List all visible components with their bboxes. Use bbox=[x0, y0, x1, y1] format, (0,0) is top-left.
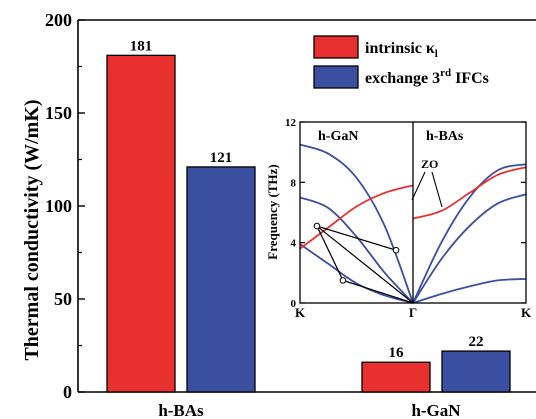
inset-y-tick-label: 8 bbox=[291, 177, 297, 189]
legend-label-exchange-text: exchange 3 bbox=[365, 70, 440, 87]
bas-branch-0 bbox=[412, 163, 527, 304]
gan-branch-0 bbox=[299, 143, 414, 304]
legend: intrinsic κl exchange 3rd IFCs bbox=[313, 35, 489, 89]
scatter-arrow-0 bbox=[316, 225, 414, 304]
gan-branch-2 bbox=[299, 243, 414, 304]
bas-branch-2 bbox=[412, 277, 527, 304]
bas-branch-3 bbox=[412, 166, 527, 220]
inset-y-tick-label: 0 bbox=[291, 298, 297, 310]
category-label-h-gan: h-GaN bbox=[411, 401, 461, 419]
scatter-point-0 bbox=[313, 222, 321, 230]
legend-swatch-intrinsic bbox=[313, 35, 359, 59]
inset-y-axis-label: Frequency (THz) bbox=[265, 164, 280, 259]
legend-label-exchange-suffix: IFCs bbox=[451, 70, 489, 87]
scatter-arrow-2 bbox=[316, 225, 344, 281]
inset-zo-label: ZO bbox=[421, 157, 438, 171]
gan-branch-3 bbox=[299, 184, 414, 250]
legend-label-intrinsic-text: intrinsic κ bbox=[365, 40, 435, 57]
inset-panel-label-gan: h-GaN bbox=[318, 129, 358, 144]
legend-label-intrinsic-subscript: l bbox=[435, 48, 438, 60]
y-tick-label: 150 bbox=[45, 103, 72, 123]
y-axis-label: Thermal conductivity (W/mK) bbox=[21, 99, 43, 360]
inset-branches bbox=[299, 143, 527, 304]
y-tick-label: 200 bbox=[45, 10, 72, 30]
inset-y-tick-label: 12 bbox=[285, 117, 297, 129]
category-labels: h-BAs h-GaN bbox=[158, 401, 461, 419]
scatter-arrow-1 bbox=[342, 279, 414, 304]
bar-value-label: 22 bbox=[469, 334, 484, 350]
scatter-arrow-3 bbox=[316, 225, 397, 251]
legend-swatch-exchange bbox=[313, 65, 359, 89]
inset-dispersion: 0 4 8 12 K Γ K h-GaN h-BAs ZO Frequency (THz) bbox=[265, 117, 532, 320]
scatter-point-2 bbox=[392, 246, 400, 254]
inset-zo-arrow-1 bbox=[411, 171, 426, 201]
y-tick-label: 0 bbox=[63, 382, 72, 402]
bar-value-label: 181 bbox=[130, 38, 153, 54]
inset-zo-arrow-2 bbox=[431, 171, 443, 208]
bas-branch-1 bbox=[412, 193, 527, 304]
y-tick-label: 100 bbox=[45, 196, 72, 216]
inset-panel-label-bas: h-BAs bbox=[426, 129, 464, 144]
bars-group: 181 121 16 22 bbox=[106, 38, 511, 393]
bar-h-gan-exchange bbox=[441, 350, 511, 393]
legend-label-exchange: exchange 3rd IFCs bbox=[365, 67, 489, 87]
inset-y-tick-label: 4 bbox=[291, 238, 297, 250]
inset-scattering-points bbox=[313, 222, 414, 304]
gan-branch-1 bbox=[299, 196, 414, 304]
bar-h-gan-intrinsic bbox=[361, 361, 431, 393]
bar-h-bas-exchange bbox=[186, 166, 256, 393]
inset-x-tick-label: K bbox=[521, 305, 532, 320]
inset-axis-ticks: 0 4 8 12 K Γ K bbox=[285, 117, 532, 320]
inset-x-tick-label: Γ bbox=[409, 305, 417, 320]
y-tick-label: 50 bbox=[54, 289, 72, 309]
inset-x-tick-label: K bbox=[295, 305, 306, 320]
bar-value-label: 16 bbox=[389, 345, 405, 361]
bar-h-bas-intrinsic bbox=[106, 54, 176, 393]
scatter-point-1 bbox=[339, 277, 347, 284]
legend-label-intrinsic: intrinsic κl bbox=[365, 40, 438, 60]
bar-value-label: 121 bbox=[210, 150, 233, 166]
category-label-h-bas: h-BAs bbox=[158, 401, 204, 419]
legend-label-exchange-superscript: rd bbox=[440, 67, 451, 79]
